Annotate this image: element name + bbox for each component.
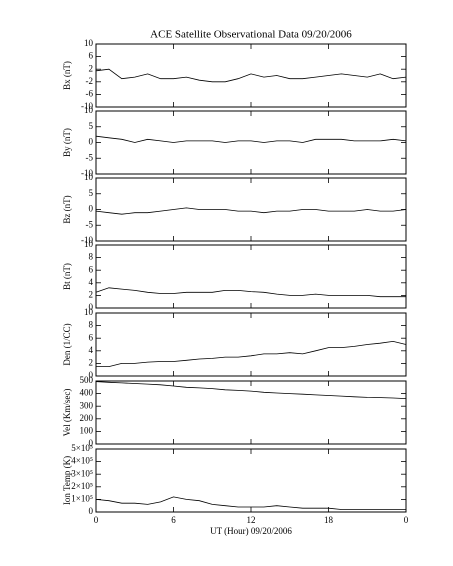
y-tick-label: 1×10⁵ bbox=[71, 493, 93, 503]
y-tick-label: 5 bbox=[89, 188, 94, 198]
y-tick-label: 500 bbox=[80, 375, 94, 385]
panel-frame bbox=[95, 244, 407, 309]
y-tick-label: 0 bbox=[89, 506, 94, 516]
y-tick-label: -5 bbox=[86, 152, 94, 162]
y-axis-label: Bx (nT) bbox=[62, 61, 72, 90]
panel-frame bbox=[95, 448, 407, 513]
y-tick-label: 3×10⁵ bbox=[71, 468, 93, 478]
y-tick-label: -10 bbox=[81, 168, 93, 178]
y-tick-label: -6 bbox=[86, 88, 94, 98]
y-tick-label: 2 bbox=[89, 357, 94, 367]
y-tick-label: 0 bbox=[89, 302, 94, 312]
y-tick-label: 4 bbox=[89, 345, 94, 355]
chart-title: ACE Satellite Observational Data 09/20/2… bbox=[150, 29, 352, 41]
data-line bbox=[96, 340, 407, 367]
y-tick-label: 5 bbox=[89, 121, 94, 131]
data-line bbox=[95, 68, 407, 83]
y-tick-label: -5 bbox=[86, 219, 94, 229]
x-tick-label: 0 bbox=[94, 515, 99, 525]
y-tick-label: 0 bbox=[89, 137, 94, 147]
data-line bbox=[95, 135, 407, 143]
y-tick-label: -10 bbox=[81, 235, 93, 245]
y-tick-label: 2 bbox=[89, 63, 94, 73]
x-axis-label: UT (Hour) 09/20/2006 bbox=[210, 526, 292, 536]
data-line bbox=[95, 207, 407, 215]
panel-frame bbox=[95, 380, 407, 445]
y-tick-label: 400 bbox=[80, 388, 94, 398]
panel-frame bbox=[95, 177, 407, 242]
y-tick-label: 10 bbox=[84, 239, 94, 249]
y-tick-label: 300 bbox=[80, 400, 94, 410]
y-tick-label: 6 bbox=[89, 51, 94, 61]
y-tick-label: 10 bbox=[84, 105, 94, 115]
y-axis-label: Ion Temp (K) bbox=[62, 456, 72, 505]
x-tick-label: 12 bbox=[247, 515, 256, 525]
y-tick-label: 8 bbox=[89, 252, 94, 262]
y-tick-label: 200 bbox=[80, 413, 94, 423]
y-tick-label: -10 bbox=[81, 101, 93, 111]
y-axis-label: Bz (nT) bbox=[62, 195, 72, 223]
y-axis-label: Bt (nT) bbox=[62, 263, 72, 290]
y-tick-label: 0 bbox=[89, 370, 94, 380]
data-line bbox=[95, 287, 406, 298]
y-tick-label: 4×10⁵ bbox=[71, 456, 93, 466]
y-tick-label: 6 bbox=[89, 332, 94, 342]
panel-frame bbox=[95, 312, 407, 377]
y-tick-label: 10 bbox=[84, 38, 94, 48]
y-axis-label: Vel (Km/sec) bbox=[62, 389, 72, 437]
y-tick-label: 0 bbox=[89, 204, 94, 214]
y-tick-label: 6 bbox=[89, 264, 94, 274]
panel-frame bbox=[95, 110, 407, 175]
y-tick-label: 2 bbox=[89, 289, 94, 299]
data-line bbox=[95, 496, 406, 510]
y-tick-label: 10 bbox=[84, 307, 94, 317]
y-tick-label: 0 bbox=[89, 438, 94, 448]
y-axis-label: By (nT) bbox=[62, 128, 72, 157]
x-tick-label: 6 bbox=[171, 515, 176, 525]
x-tick-label: 0 bbox=[404, 515, 409, 525]
y-tick-label: 100 bbox=[80, 425, 94, 435]
x-tick-label: 18 bbox=[324, 515, 334, 525]
y-tick-label: 8 bbox=[89, 320, 94, 330]
data-line bbox=[95, 381, 407, 399]
y-tick-label: 4 bbox=[89, 277, 94, 287]
y-tick-label: 5×10⁵ bbox=[71, 443, 93, 453]
y-axis-label: Den (1/CC) bbox=[62, 323, 72, 365]
y-tick-label: -2 bbox=[86, 76, 94, 86]
y-tick-label: 2×10⁵ bbox=[71, 481, 93, 491]
y-tick-label: 10 bbox=[84, 172, 94, 182]
